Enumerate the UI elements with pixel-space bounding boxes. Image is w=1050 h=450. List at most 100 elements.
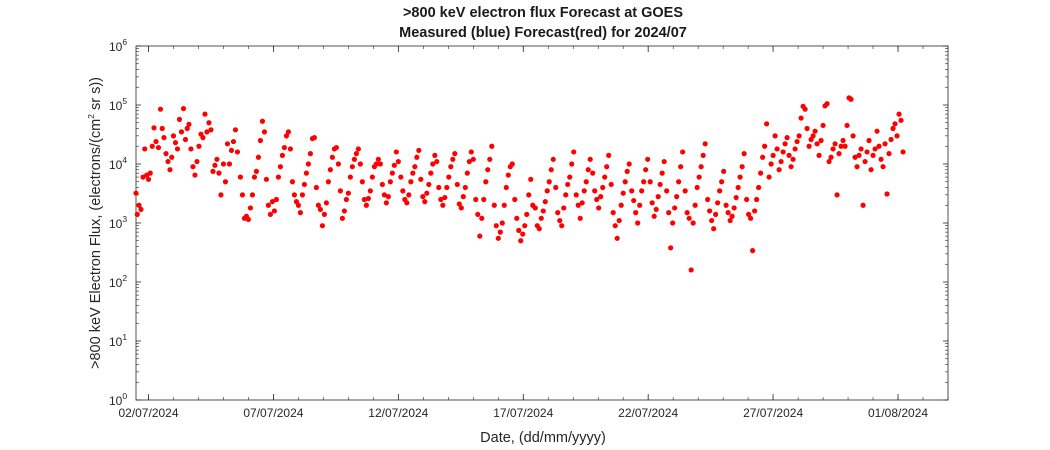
data-point (715, 200, 721, 206)
data-point (657, 181, 663, 188)
data-point (776, 167, 782, 173)
data-point (692, 202, 698, 208)
data-point (798, 115, 804, 121)
data-point (604, 164, 610, 170)
data-point (245, 216, 252, 223)
data-point (204, 129, 210, 135)
data-point (149, 143, 155, 149)
data-point (489, 143, 495, 149)
data-point (612, 223, 618, 229)
data-point (325, 179, 331, 185)
data-point (289, 179, 296, 185)
data-point (202, 111, 208, 117)
data-point (678, 164, 684, 170)
data-point (155, 144, 162, 151)
data-point (739, 164, 745, 170)
data-point (499, 220, 505, 226)
data-point (631, 197, 637, 204)
data-point (546, 179, 552, 185)
data-point (814, 141, 820, 147)
data-point (754, 196, 760, 203)
data-point (512, 196, 518, 203)
data-point (464, 170, 470, 176)
data-point (744, 196, 750, 203)
data-point (698, 164, 704, 170)
data-point (532, 205, 538, 211)
data-point (460, 194, 466, 200)
data-point (491, 202, 497, 208)
data-point (850, 133, 856, 139)
x-tick-label: 22/07/2024 (618, 406, 678, 420)
data-point (265, 202, 272, 208)
data-point (353, 151, 359, 157)
data-point (337, 188, 343, 194)
data-point (408, 179, 414, 185)
data-point (321, 211, 327, 217)
data-point (666, 210, 672, 216)
data-point (176, 116, 183, 123)
data-point (774, 146, 780, 152)
data-point (598, 194, 604, 200)
data-point (271, 208, 278, 214)
data-point (770, 152, 776, 158)
data-point (818, 137, 824, 144)
data-point (434, 158, 440, 165)
data-point (516, 227, 522, 233)
data-point (192, 172, 198, 178)
data-point (475, 211, 481, 217)
data-point (645, 156, 651, 162)
data-point (518, 238, 524, 244)
data-point (145, 176, 152, 182)
data-point (239, 192, 246, 198)
data-point (544, 188, 550, 194)
data-point (501, 202, 507, 208)
data-point (860, 202, 866, 208)
data-point (690, 220, 696, 226)
data-series (133, 95, 906, 273)
data-point (729, 213, 735, 219)
data-point (590, 170, 596, 176)
data-point (641, 179, 647, 185)
data-point (898, 117, 904, 123)
data-point (473, 196, 479, 203)
data-point (620, 190, 626, 196)
plot-area (135, 45, 949, 401)
data-point (462, 184, 468, 191)
data-point (222, 179, 229, 185)
data-point (639, 188, 645, 194)
data-point (548, 167, 554, 173)
data-point (796, 133, 802, 139)
data-point (828, 154, 834, 160)
data-point (579, 200, 585, 206)
y-tick-label: 104 (109, 155, 127, 172)
data-point (866, 137, 872, 144)
data-point (526, 192, 532, 198)
data-point (764, 121, 770, 127)
y-tick-label: 102 (109, 273, 127, 290)
data-point (824, 101, 830, 107)
x-tick-label: 17/07/2024 (493, 406, 553, 420)
data-point (159, 125, 165, 132)
data-point (497, 229, 503, 235)
data-point (737, 174, 743, 180)
data-point (301, 181, 307, 188)
data-point (840, 137, 846, 144)
data-point (379, 181, 385, 188)
data-point (664, 188, 670, 194)
data-point (216, 170, 222, 176)
data-point (169, 154, 175, 160)
data-point (212, 162, 218, 168)
data-point (381, 192, 387, 198)
data-point (725, 210, 731, 216)
data-point (218, 192, 224, 198)
data-point (438, 196, 444, 203)
data-point (226, 161, 233, 167)
data-point (404, 200, 410, 206)
data-point (874, 128, 880, 134)
data-point (275, 174, 282, 180)
data-point (214, 156, 220, 162)
data-point (450, 156, 456, 162)
data-point (255, 154, 262, 160)
data-point (608, 181, 614, 188)
data-point (307, 151, 313, 157)
